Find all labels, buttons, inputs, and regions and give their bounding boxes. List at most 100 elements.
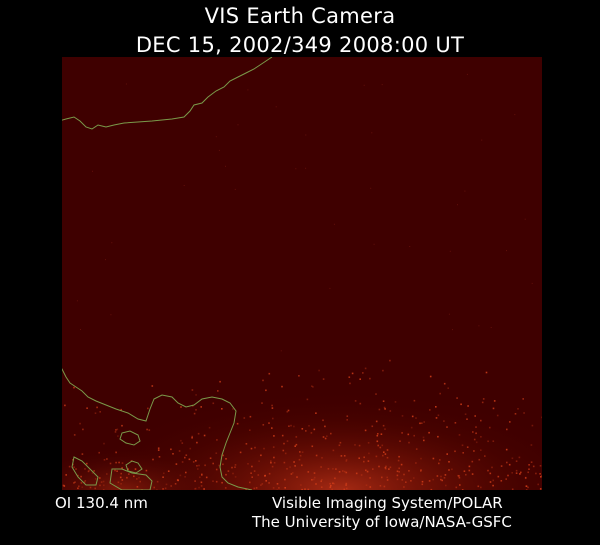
aurora-speckle [84,468,86,470]
noise-speckle [295,168,297,170]
aurora-speckle [415,448,418,450]
aurora-speckle [430,489,433,490]
aurora-speckle [375,455,378,458]
aurora-speckle [398,471,400,473]
aurora-speckle [487,469,489,472]
aurora-speckle [79,422,81,425]
aurora-speckle [464,413,467,415]
aurora-speckle [492,484,494,487]
aurora-speckle [181,461,184,463]
aurora-speckle [507,474,509,477]
noise-speckle [409,246,411,247]
aurora-speckle [162,476,164,478]
aurora-speckle [162,488,164,490]
aurora-speckle [443,382,446,385]
aurora-speckle [215,480,218,483]
aurora-speckle [198,464,200,467]
aurora-speckle [446,453,448,455]
aurora-speckle [80,482,83,484]
aurora-speckle [114,469,116,472]
aurora-speckle [158,456,161,458]
aurora-speckle [203,434,206,437]
aurora-speckle [64,404,66,407]
noise-speckle [225,165,226,167]
coastline-island-3 [71,456,99,486]
aurora-speckle [262,424,265,426]
aurora-speckle [365,469,367,472]
aurora-speckle [524,476,527,479]
aurora-speckle [443,477,446,479]
aurora-speckle [322,436,325,438]
aurora-speckle [63,485,66,487]
aurora-speckle [342,470,344,472]
aurora-speckle [492,407,495,410]
aurora-speckle [348,376,351,378]
aurora-speckle [539,473,541,475]
aurora-speckle [530,461,533,463]
aurora-speckle [278,487,280,489]
aurora-speckle [379,485,382,487]
aurora-speckle [346,487,348,490]
aurora-speckle [315,483,317,485]
aurora-speckle [525,485,528,487]
aurora-speckle [198,486,200,489]
aurora-speckle [358,457,360,459]
aurora-speckle [520,471,522,474]
aurora-speckle [496,414,499,417]
aurora-speckle [384,466,387,469]
aurora-speckle [345,471,348,474]
aurora-speckle [120,483,122,485]
aurora-speckle [102,489,105,490]
aurora-speckle [334,477,336,480]
aurora-speckle [165,483,168,486]
aurora-speckle [485,371,488,374]
aurora-speckle [157,447,160,449]
aurora-speckle [493,400,496,402]
aurora-speckle [456,397,458,399]
aurora-speckle [359,402,362,405]
aurora-speckle [326,435,328,437]
aurora-speckle [289,466,291,468]
aurora-speckle [345,482,348,485]
wavelength-label: OI 130.4 nm [55,494,148,512]
aurora-speckle [472,431,474,433]
aurora-speckle [313,472,316,474]
aurora-speckle [153,486,155,489]
aurora-speckle [184,476,186,478]
aurora-speckle [528,468,530,470]
aurora-speckle [421,480,424,483]
earth-image-svg [62,57,542,490]
aurora-speckle [396,478,399,481]
aurora-speckle [77,487,79,490]
aurora-speckle [253,487,256,490]
aurora-speckle [359,378,361,380]
aurora-speckle [420,470,422,472]
aurora-speckle [448,461,450,463]
aurora-speckle [399,440,401,442]
aurora-speckle [81,453,84,455]
aurora-speckle [268,422,270,424]
aurora-speckle [264,474,266,477]
aurora-speckle [196,441,198,444]
aurora-speckle [458,434,461,436]
aurora-speckle [437,435,439,438]
aurora-speckle [195,409,197,411]
aurora-speckle [332,468,334,470]
aurora-speckle [245,443,248,445]
aurora-speckle [408,470,410,472]
noise-speckle [333,223,335,225]
aurora-speckle [221,481,223,484]
aurora-speckle [429,375,432,378]
aurora-speckle [333,482,335,485]
aurora-speckle [351,372,354,375]
aurora-speckle [525,489,528,490]
aurora-speckle [215,452,218,454]
aurora-speckle [271,465,274,468]
aurora-speckle [363,460,365,463]
aurora-speckle [447,387,449,389]
aurora-speckle [115,461,117,464]
aurora-speckle [458,475,460,477]
aurora-speckle [119,476,122,479]
aurora-speckle [475,432,477,435]
aurora-speckle [371,425,374,428]
